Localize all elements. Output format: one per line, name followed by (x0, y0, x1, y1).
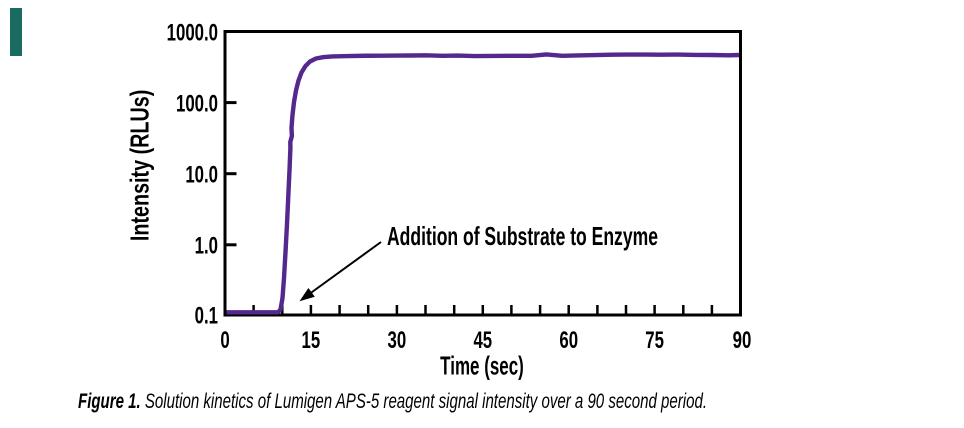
svg-text:15: 15 (302, 327, 321, 354)
svg-text:0.1: 0.1 (195, 303, 218, 330)
svg-text:60: 60 (559, 327, 578, 354)
svg-text:Intensity (RLUs): Intensity (RLUs) (125, 90, 154, 241)
svg-text:10.0: 10.0 (185, 162, 218, 189)
svg-text:0: 0 (220, 327, 229, 354)
svg-text:Time (sec): Time (sec) (440, 351, 524, 380)
svg-text:30: 30 (388, 327, 407, 354)
svg-text:90: 90 (733, 327, 752, 354)
svg-text:1.0: 1.0 (195, 233, 218, 260)
svg-text:Figure 1. Solution kinetics of: Figure 1. Solution kinetics of Lumigen A… (78, 388, 707, 412)
svg-text:45: 45 (473, 327, 492, 354)
svg-text:Addition of Substrate to Enzym: Addition of Substrate to Enzyme (387, 222, 658, 251)
svg-text:75: 75 (645, 327, 664, 354)
svg-text:100.0: 100.0 (176, 91, 218, 118)
svg-text:1000.0: 1000.0 (167, 20, 218, 47)
